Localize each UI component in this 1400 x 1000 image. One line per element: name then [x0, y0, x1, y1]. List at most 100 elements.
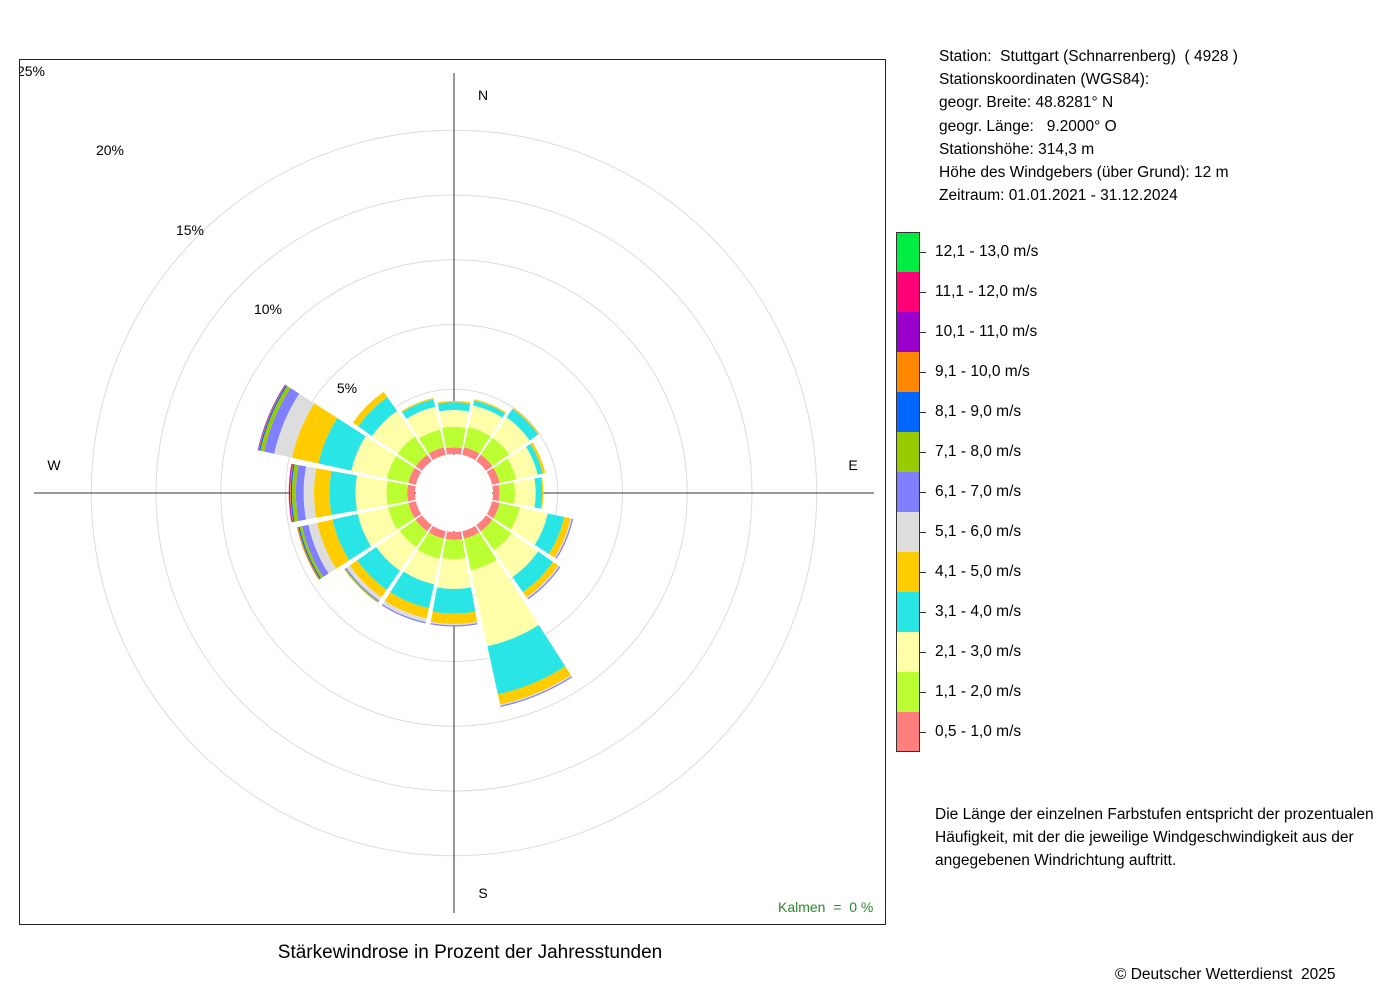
rose-segment-N-5 — [437, 400, 471, 404]
legend-swatch — [896, 672, 920, 712]
rose-segment-SO-3 — [493, 532, 539, 578]
rose-segment-WSW-5 — [317, 519, 350, 569]
station-latitude: geogr. Breite: 48.8281° N — [939, 94, 1114, 112]
legend-swatch — [896, 232, 920, 272]
rose-segment-N-3 — [439, 409, 469, 428]
rose-segment-SO-1 — [476, 515, 493, 532]
legend-swatch — [896, 312, 920, 352]
legend-tick — [920, 612, 926, 613]
explanation-note: Die Länge der einzelnen Farbstufen entsp… — [935, 803, 1395, 872]
rose-segment-SSO-3 — [470, 559, 539, 647]
legend-tick — [920, 732, 926, 733]
rose-segment-NNW-5 — [401, 397, 434, 413]
rose-segment-O-2 — [498, 482, 516, 504]
legend-tick — [920, 452, 926, 453]
rose-segment-WNW-2 — [386, 455, 415, 484]
rose-segment-NNO-2 — [463, 427, 491, 454]
legend-swatch — [896, 472, 920, 512]
rose-segment-O-1 — [492, 484, 500, 502]
rose-segment-W-3 — [355, 475, 388, 511]
station-longitude: geogr. Länge: 9.2000° O — [939, 117, 1117, 135]
rose-segment-WNW-8 — [260, 385, 291, 452]
rose-segment-S-6 — [430, 621, 478, 626]
rose-segment-NO-2 — [480, 437, 510, 467]
rose-segment-WSW-4 — [332, 513, 372, 561]
rose-segment-W-5 — [313, 468, 332, 518]
rose-segment-SW-8 — [344, 568, 379, 603]
label-north: N — [478, 87, 488, 103]
legend-swatch — [896, 552, 920, 592]
legend-label: 6,1 - 7,0 m/s — [935, 483, 1022, 500]
note-line: Die Länge der einzelnen Farbstufen entsp… — [935, 806, 1374, 823]
legend-swatch — [896, 432, 920, 472]
legend-tick — [920, 372, 926, 373]
anemometer-height: Höhe des Windgebers (über Grund): 12 m — [939, 164, 1229, 182]
legend-label: 1,1 - 2,0 m/s — [935, 683, 1022, 700]
rose-segment-ONO-4 — [526, 443, 543, 475]
rose-segment-NNW-4 — [402, 399, 436, 419]
rose-segment-SSW-6 — [382, 601, 427, 623]
legend-tick — [920, 532, 926, 533]
rose-segment-NNO-1 — [462, 447, 480, 461]
rose-segment-NNW-2 — [418, 429, 445, 454]
rose-segment-W-9 — [290, 464, 295, 522]
legend-tick — [920, 412, 926, 413]
legend-swatch — [896, 632, 920, 672]
legend-label: 11,1 - 12,0 m/s — [935, 283, 1038, 300]
rose-segment-OSO-6 — [554, 518, 572, 559]
radial-tick-label: 15% — [176, 222, 204, 238]
rose-segment-ONO-1 — [486, 467, 500, 485]
station-info: Station: Stuttgart (Schnarrenberg) ( 492… — [939, 45, 1238, 207]
legend-tick — [920, 572, 926, 573]
calm-label: Kalmen = 0 % — [778, 899, 874, 915]
rose-segment-ONO-3 — [507, 446, 538, 480]
rose-segment-NNW-1 — [428, 447, 446, 461]
rose-segment-NO-5 — [512, 407, 540, 435]
legend-tick — [920, 692, 926, 693]
rose-segment-S-4 — [432, 587, 476, 614]
radial-tick-label: 10% — [254, 301, 282, 317]
legend-tick — [920, 252, 926, 253]
rose-segment-SSO-4 — [487, 624, 566, 695]
rose-segment-SO-4 — [512, 551, 554, 593]
rose-segment-O-4 — [534, 477, 543, 509]
radial-tick-label: 5% — [337, 380, 357, 396]
rose-segment-SSW-5 — [384, 592, 429, 619]
rose-segment-S-3 — [437, 558, 471, 589]
rose-segment-SW-6 — [346, 565, 382, 601]
station-elevation: Stationshöhe: 314,3 m — [939, 140, 1095, 158]
rose-segment-SSW-1 — [428, 525, 446, 539]
rose-segment-SO-5 — [522, 561, 559, 598]
rose-segment-NO-1 — [476, 454, 493, 471]
legend-swatch — [896, 352, 920, 392]
rose-segment-SW-5 — [349, 560, 387, 598]
rose-segment-NW-2 — [397, 436, 428, 467]
rose-segment-OSO-4 — [534, 513, 565, 554]
rose-segment-SSO-2 — [463, 532, 497, 571]
rose-segment-W-8 — [291, 464, 299, 522]
rose-segment-SW-1 — [415, 515, 432, 532]
rose-segment-WSW-1 — [408, 501, 422, 519]
rose-segment-O-5 — [540, 477, 544, 509]
rose-segment-OSO-3 — [510, 507, 548, 545]
legend-label: 0,5 - 1,0 m/s — [935, 723, 1022, 740]
legend-swatch — [896, 392, 920, 432]
rose-segment-N-1 — [445, 447, 463, 455]
rose-segment-WSW-3 — [357, 507, 398, 547]
rose-segment-WSW-8 — [299, 526, 324, 579]
windrose-chart: N S W E 5% 10% 15% 20% 25% — [20, 63, 874, 913]
legend-tick — [920, 332, 926, 333]
rose-segment-W-4 — [329, 470, 357, 516]
legend-label: 2,1 - 3,0 m/s — [935, 643, 1022, 660]
rose-segment-OSO-7 — [555, 518, 574, 559]
time-period: Zeitraum: 01.01.2021 - 31.12.2024 — [939, 187, 1178, 205]
legend-tick — [920, 652, 926, 653]
rose-segment-SW-7 — [345, 567, 380, 602]
rose-segment-S-1 — [445, 531, 463, 540]
rose-segment-W-1 — [407, 484, 416, 502]
legend-label: 5,1 - 6,0 m/s — [935, 523, 1022, 540]
rose-segment-WSW-10 — [296, 526, 320, 580]
rose-segment-W-12 — [288, 463, 292, 523]
rose-segment-WNW-1 — [408, 467, 422, 485]
radial-tick-label: 25% — [20, 63, 45, 79]
